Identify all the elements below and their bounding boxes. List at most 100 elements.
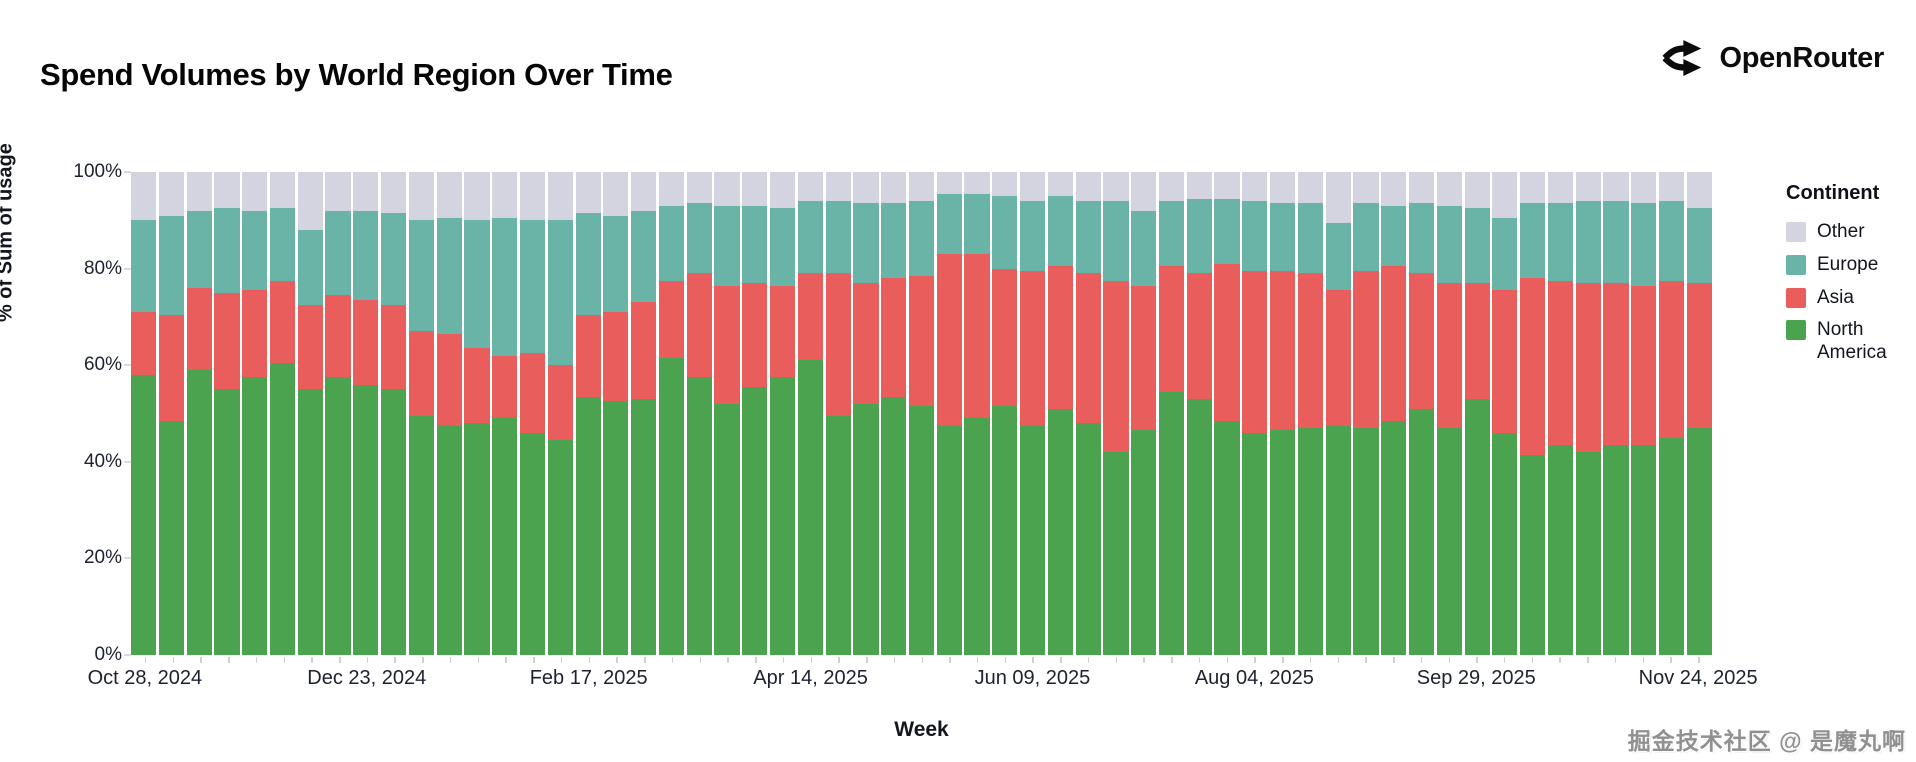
bar-segment-other — [325, 172, 351, 211]
bar[interactable] — [1603, 172, 1629, 655]
legend-item-north_america[interactable]: North America — [1786, 319, 1911, 365]
bar[interactable] — [1408, 172, 1435, 655]
bar-segment-other — [881, 172, 907, 204]
openrouter-logo[interactable]: OpenRouter — [1659, 38, 1884, 78]
bar-segment-asia — [1353, 271, 1379, 428]
bar[interactable] — [1436, 172, 1462, 655]
bar-segment-europe — [1270, 203, 1296, 272]
bar-segment-north_america — [1020, 425, 1046, 655]
bar[interactable] — [714, 172, 740, 655]
bar[interactable] — [464, 172, 490, 655]
bar-segment-europe — [1547, 203, 1574, 281]
bar[interactable] — [297, 172, 323, 655]
bar-segment-europe — [797, 201, 823, 274]
bar[interactable] — [964, 172, 990, 655]
bar[interactable] — [381, 172, 407, 655]
legend-item-other[interactable]: Other — [1786, 221, 1911, 244]
bar-segment-other — [1353, 172, 1379, 204]
bar[interactable] — [1158, 172, 1185, 655]
y-tick-mark — [124, 460, 131, 463]
legend: Continent Other Europe Asia North America — [1786, 182, 1911, 375]
bar-segment-asia — [1270, 271, 1296, 431]
bar[interactable] — [1047, 172, 1073, 655]
bar[interactable] — [797, 172, 823, 655]
bar[interactable] — [881, 172, 907, 655]
bar[interactable] — [492, 172, 518, 655]
bar-segment-europe — [1381, 205, 1407, 267]
bar[interactable] — [658, 172, 685, 655]
bar[interactable] — [1631, 172, 1657, 655]
bar[interactable] — [908, 172, 935, 655]
bar[interactable] — [547, 172, 573, 655]
bar-segment-asia — [186, 287, 212, 371]
y-tick-label: 80% — [83, 257, 122, 279]
bar-segment-north_america — [908, 406, 935, 655]
bar[interactable] — [825, 172, 851, 655]
bar[interactable] — [1547, 172, 1574, 655]
x-tick-label: Aug 04, 2025 — [1194, 667, 1314, 689]
bar[interactable] — [436, 172, 462, 655]
bar[interactable] — [1325, 172, 1351, 655]
bar[interactable] — [992, 172, 1018, 655]
x-tick-mark — [1060, 657, 1062, 663]
bar[interactable] — [186, 172, 212, 655]
bar[interactable] — [1103, 172, 1129, 655]
bar-segment-other — [381, 172, 407, 214]
bar-segment-other — [1658, 172, 1685, 201]
bar[interactable] — [686, 172, 712, 655]
bar[interactable] — [1297, 172, 1323, 655]
bar-segment-other — [1047, 172, 1073, 197]
bar[interactable] — [1520, 172, 1546, 655]
bar[interactable] — [408, 172, 434, 655]
bar-segment-north_america — [631, 399, 657, 655]
legend-item-europe[interactable]: Europe — [1786, 254, 1911, 277]
bar-segment-north_america — [769, 377, 796, 655]
bar[interactable] — [214, 172, 240, 655]
bar[interactable] — [353, 172, 379, 655]
bar[interactable] — [131, 172, 157, 655]
bar-segment-europe — [1353, 203, 1379, 272]
bar[interactable] — [1658, 172, 1685, 655]
bar[interactable] — [325, 172, 351, 655]
bar-segment-north_america — [325, 377, 351, 655]
x-tick-mark — [616, 657, 618, 663]
bar[interactable] — [742, 172, 768, 655]
bar-segment-asia — [992, 268, 1018, 407]
bar[interactable] — [1131, 172, 1157, 655]
bar[interactable] — [1686, 172, 1712, 655]
bar[interactable] — [242, 172, 268, 655]
bar-segment-north_america — [158, 420, 184, 655]
bar-segment-north_america — [1436, 428, 1462, 655]
bar[interactable] — [158, 172, 184, 655]
legend-item-asia[interactable]: Asia — [1786, 287, 1911, 310]
bar-segment-north_america — [1103, 452, 1129, 655]
bar[interactable] — [853, 172, 879, 655]
bar[interactable] — [936, 172, 962, 655]
bar[interactable] — [575, 172, 601, 655]
bar-segment-north_america — [1686, 428, 1712, 655]
x-tick-mark — [1503, 657, 1506, 663]
bar[interactable] — [631, 172, 657, 655]
bar[interactable] — [1381, 172, 1407, 655]
x-tick-mark — [671, 657, 674, 663]
bar[interactable] — [769, 172, 796, 655]
bar-segment-asia — [1131, 285, 1157, 431]
bar[interactable] — [1464, 172, 1490, 655]
bar[interactable] — [1075, 172, 1101, 655]
bar[interactable] — [1020, 172, 1046, 655]
bar[interactable] — [1186, 172, 1212, 655]
bar[interactable] — [1492, 172, 1518, 655]
bar[interactable] — [603, 172, 629, 655]
bar[interactable] — [1575, 172, 1601, 655]
bar[interactable] — [1270, 172, 1296, 655]
bar-segment-asia — [1075, 273, 1101, 424]
y-tick-mark — [124, 654, 131, 656]
bar[interactable] — [1242, 172, 1268, 655]
bar-segment-north_america — [797, 360, 823, 655]
bar-segment-other — [964, 172, 990, 194]
bar[interactable] — [269, 172, 296, 655]
bar[interactable] — [1214, 172, 1240, 655]
bar[interactable] — [519, 172, 546, 655]
bar-segment-asia — [1047, 266, 1073, 409]
bar[interactable] — [1353, 172, 1379, 655]
